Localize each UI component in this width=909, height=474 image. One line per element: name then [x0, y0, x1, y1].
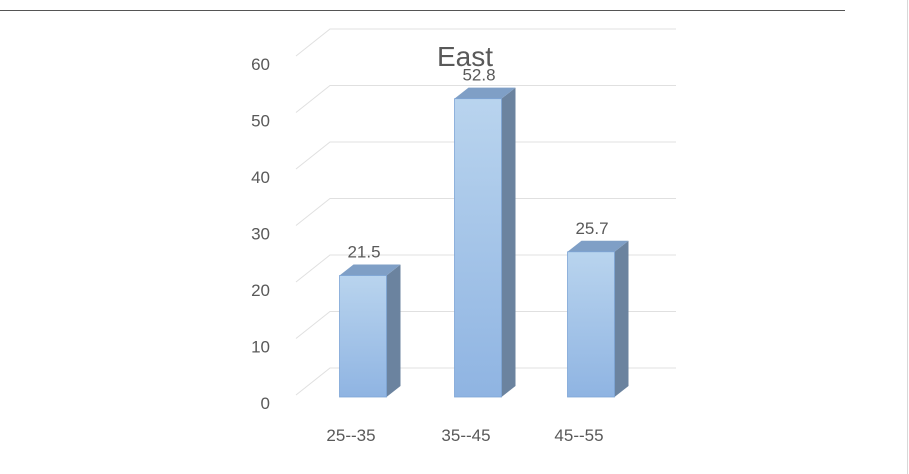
y-tick-label: 40	[251, 168, 270, 187]
gridline	[295, 85, 676, 113]
x-tick-label: 25--35	[326, 426, 375, 445]
gridline	[295, 141, 676, 170]
bar-top-face	[339, 264, 401, 276]
x-tick-label: 35--45	[441, 426, 490, 445]
gridline	[295, 367, 676, 396]
y-tick-label: 50	[251, 112, 270, 131]
gridline	[295, 28, 676, 57]
gridline	[295, 254, 676, 283]
data-label: 25.7	[575, 219, 608, 238]
bar-front-face	[339, 275, 387, 398]
bar-25--35	[339, 264, 401, 398]
x-tick-label: 45--55	[554, 426, 603, 445]
bar-35--45	[454, 87, 516, 398]
bar-side-face	[501, 87, 516, 398]
y-tick-label: 0	[261, 394, 270, 413]
gridline	[295, 198, 676, 226]
bar-front-face	[567, 251, 615, 398]
data-label: 52.8	[462, 66, 495, 85]
bar-side-face	[614, 240, 629, 397]
data-label: 21.5	[347, 243, 380, 262]
bar-top-face	[567, 240, 629, 252]
gridline	[295, 311, 676, 339]
top-divider-line	[0, 10, 845, 11]
bar-top-face	[454, 87, 516, 99]
chart-title: East	[437, 41, 493, 72]
y-tick-label: 10	[251, 338, 270, 357]
y-tick-label: 60	[251, 55, 270, 74]
y-axis-tick-labels: 0 10 20 30 40 50 60	[251, 55, 270, 413]
bar-side-face	[386, 264, 401, 397]
data-labels: 21.5 52.8 25.7	[347, 66, 608, 262]
gridlines	[295, 28, 676, 396]
y-tick-label: 30	[251, 225, 270, 244]
y-tick-label: 20	[251, 281, 270, 300]
bar-45--55	[567, 240, 629, 398]
x-axis-tick-labels: 25--35 35--45 45--55	[326, 426, 603, 445]
bar-front-face	[454, 98, 502, 398]
right-border-line	[907, 0, 908, 474]
bars	[339, 87, 629, 398]
